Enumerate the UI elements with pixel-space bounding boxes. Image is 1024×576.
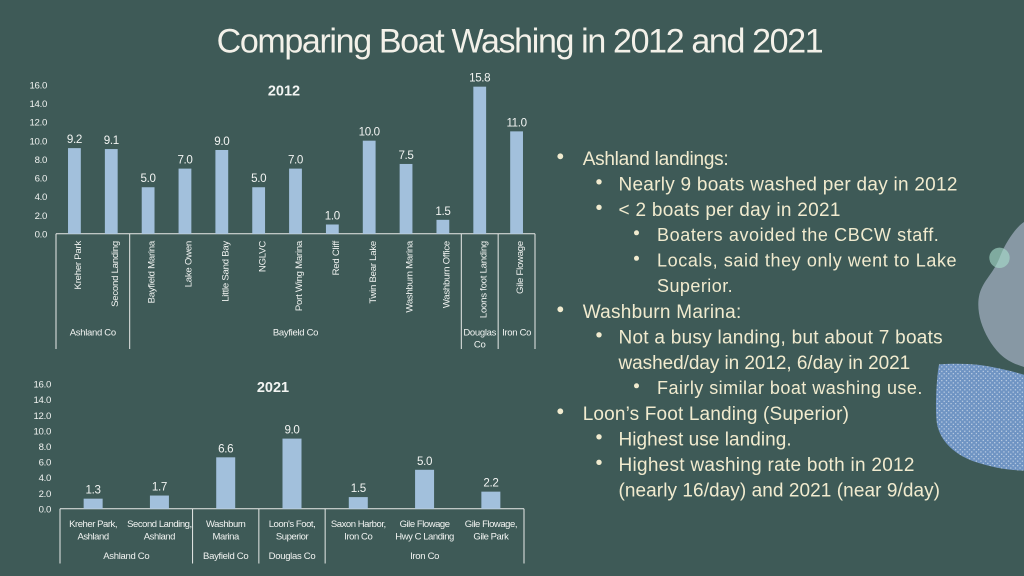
svg-text:Gile Flowage: Gile Flowage [400,519,450,530]
svg-text:< 2 boats per day in 2021: < 2 boats per day in 2021 [619,200,841,221]
svg-text:5.0: 5.0 [417,455,432,468]
svg-text:2021: 2021 [257,380,289,396]
svg-text:Marina: Marina [213,532,241,543]
svg-text:Iron Co: Iron Co [502,327,531,338]
svg-text:Douglas: Douglas [463,327,496,338]
svg-text:0.0: 0.0 [39,505,51,516]
svg-text:Second Landing,: Second Landing, [127,519,192,530]
svg-text:5.0: 5.0 [251,172,266,185]
svg-text:Ashland: Ashland [144,532,175,543]
svg-text:Port Wing Marina: Port Wing Marina [294,240,305,311]
svg-text:6.0: 6.0 [39,458,51,469]
svg-text:1.5: 1.5 [351,482,366,495]
svg-text:Locals, said they only went to: Locals, said they only went to Lake [657,251,957,271]
svg-text:Ashland landings:: Ashland landings: [583,149,729,170]
svg-text:Hwy C Landing: Hwy C Landing [395,532,454,543]
svg-text:1.7: 1.7 [152,481,167,494]
svg-text:(nearly 16/day) and 2021 (near: (nearly 16/day) and 2021 (near 9/day) [619,481,941,502]
svg-text:Bayfield Co: Bayfield Co [273,327,318,338]
svg-text:16.0: 16.0 [30,81,47,92]
svg-text:7.0: 7.0 [177,154,192,167]
svg-text:Fairly similar boat washing us: Fairly similar boat washing use. [657,378,923,398]
svg-text:10.0: 10.0 [34,426,51,437]
svg-text:9.1: 9.1 [104,134,119,147]
svg-text:Gile Flowage: Gile Flowage [515,241,526,294]
svg-text:10.0: 10.0 [359,126,380,139]
svg-text:Nearly 9 boats washed per day: Nearly 9 boats washed per day in 2012 [619,175,958,196]
svg-text:Gile Park: Gile Park [473,532,509,543]
svg-text:Ashland: Ashland [78,532,109,543]
svg-text:4.0: 4.0 [39,473,51,484]
svg-text:8.0: 8.0 [39,442,51,453]
svg-text:Ashland Co: Ashland Co [103,551,149,562]
svg-text:NGLVC: NGLVC [257,241,268,272]
svg-text:11.0: 11.0 [506,116,526,129]
svg-text:Bayfield Marina: Bayfield Marina [147,240,158,303]
svg-text:12.0: 12.0 [30,118,47,129]
svg-text:Loons foot Landing: Loons foot Landing [478,241,489,318]
svg-text:Second Landing: Second Landing [110,241,121,307]
svg-text:washed/day in 2012, 6/day in 2: washed/day in 2012, 6/day in 2021 [618,353,911,374]
svg-text:2012: 2012 [268,84,300,100]
svg-text:Loon’s Foot Landing (Superior): Loon’s Foot Landing (Superior) [583,404,849,425]
svg-text:Superior: Superior [276,532,309,543]
svg-text:10.0: 10.0 [30,136,47,147]
svg-text:1.0: 1.0 [325,210,340,223]
svg-text:14.0: 14.0 [30,99,47,110]
svg-text:Bayfield Co: Bayfield Co [203,551,248,562]
svg-text:Boaters avoided the CBCW staff: Boaters avoided the CBCW staff. [657,225,939,245]
svg-text:0.0: 0.0 [35,230,47,241]
svg-text:5.0: 5.0 [141,172,156,185]
svg-text:2.2: 2.2 [483,477,498,490]
svg-text:Red Cliff: Red Cliff [331,240,342,275]
svg-text:2.0: 2.0 [39,489,51,500]
svg-text:Gile Flowage,: Gile Flowage, [465,519,517,530]
svg-text:Twin Bear Lake: Twin Bear Lake [368,241,379,304]
svg-text:7.5: 7.5 [398,149,413,162]
svg-text:15.8: 15.8 [469,72,490,85]
svg-text:Little Sand Bay: Little Sand Bay [220,241,231,302]
svg-text:Superior.: Superior. [657,276,733,296]
svg-text:1.5: 1.5 [435,205,450,218]
svg-text:6.6: 6.6 [218,442,233,455]
svg-text:Iron Co: Iron Co [344,532,372,543]
svg-text:1.3: 1.3 [86,484,101,497]
svg-text:Washburn: Washburn [206,519,246,530]
svg-text:Ashland Co: Ashland Co [70,327,116,338]
svg-text:Kreher Park,: Kreher Park, [69,519,117,530]
svg-text:Iron Co: Iron Co [410,551,439,562]
svg-text:Highest washing rate both in 2: Highest washing rate both in 2012 [619,455,915,476]
svg-text:9.0: 9.0 [214,135,229,148]
svg-text:Saxon Harbor,: Saxon Harbor, [331,519,386,530]
svg-text:Highest use landing.: Highest use landing. [619,430,792,451]
svg-text:Kreher Park: Kreher Park [73,241,84,290]
svg-text:7.0: 7.0 [288,154,303,167]
svg-text:8.0: 8.0 [35,155,47,166]
svg-text:Lake Owen: Lake Owen [184,241,195,287]
svg-text:Loon's Foot,: Loon's Foot, [269,519,316,530]
svg-text:Washburn Office: Washburn Office [442,241,453,308]
svg-text:9.0: 9.0 [284,424,299,437]
svg-text:4.0: 4.0 [35,192,47,203]
svg-text:6.0: 6.0 [35,174,47,185]
svg-text:2.0: 2.0 [35,211,47,222]
svg-text:9.2: 9.2 [67,133,82,146]
svg-text:Washburn Marina: Washburn Marina [405,240,416,313]
svg-text:Douglas Co: Douglas Co [269,551,316,562]
svg-text:12.0: 12.0 [34,411,51,422]
svg-text:Comparing Boat Washing in 2012: Comparing Boat Washing in 2012 and 2021 [217,22,823,60]
svg-text:Not a busy landing, but about: Not a busy landing, but about 7 boats [619,328,943,349]
svg-text:16.0: 16.0 [34,380,51,391]
svg-text:Co: Co [474,340,486,351]
svg-text:14.0: 14.0 [34,395,51,406]
svg-text:Washburn Marina:: Washburn Marina: [583,302,742,323]
